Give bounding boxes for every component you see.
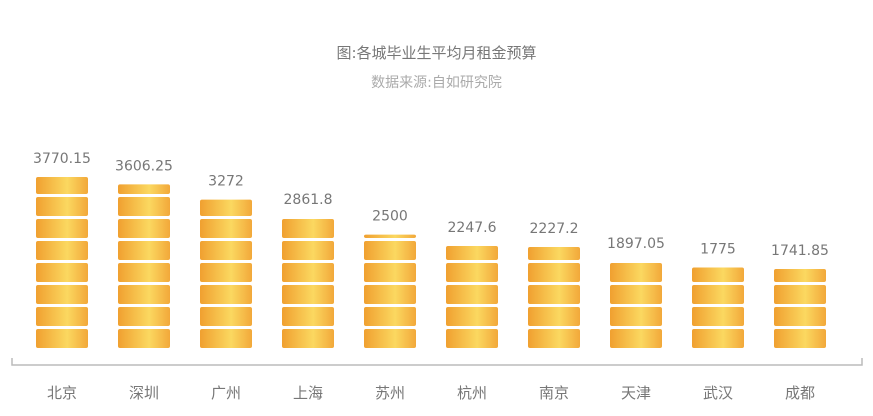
bar-segment (528, 263, 580, 282)
data-label: 2500 (372, 209, 408, 225)
bar-segment (774, 329, 826, 348)
bar-segment (36, 241, 88, 260)
bar-segment (692, 285, 744, 304)
data-label: 2247.6 (448, 220, 497, 236)
bar-segment (200, 241, 252, 260)
bar-segment (774, 285, 826, 304)
bar-segment (610, 329, 662, 348)
x-tick-label: 深圳 (129, 384, 159, 402)
x-axis (11, 358, 863, 366)
bar-segment (774, 268, 826, 282)
bar (446, 246, 498, 348)
bar-segment (610, 263, 662, 282)
bar-segment (282, 307, 334, 326)
bar-segment (446, 329, 498, 348)
bar-segment (282, 263, 334, 282)
bar-segment (282, 285, 334, 304)
bar-segment (282, 241, 334, 260)
chart-title: 图:各城毕业生平均月租金预算 (336, 44, 537, 62)
bar-segment (118, 241, 170, 260)
bar-segment (36, 285, 88, 304)
bar-segment (692, 307, 744, 326)
bar (774, 268, 826, 348)
bar (364, 234, 416, 348)
bar (610, 263, 662, 348)
bar-segment (118, 197, 170, 216)
x-tick-label: 南京 (539, 384, 569, 402)
bar-segment (282, 219, 334, 238)
bar-segment (446, 263, 498, 282)
bar-segment (200, 285, 252, 304)
bar-segment (528, 329, 580, 348)
data-label: 3606.25 (115, 158, 173, 174)
x-tick-label: 武汉 (703, 384, 733, 402)
data-label: 1775 (700, 241, 736, 257)
chart-subtitle: 数据来源:自如研究院 (371, 75, 502, 91)
bar (200, 199, 252, 348)
x-tick-label: 苏州 (375, 384, 405, 402)
bar-segment (446, 285, 498, 304)
bar-segment (528, 285, 580, 304)
bar-segment (200, 307, 252, 326)
data-label: 1741.85 (771, 243, 829, 259)
bar-segment (446, 246, 498, 260)
bar (692, 267, 744, 348)
data-label: 3770.15 (33, 151, 91, 167)
bar-segment (692, 267, 744, 282)
x-tick-label: 成都 (785, 384, 815, 402)
x-tick-label: 北京 (47, 384, 77, 402)
x-tick-label: 天津 (621, 384, 651, 402)
bar-segment (200, 329, 252, 348)
x-tick-label: 上海 (293, 384, 323, 402)
bar-segment (36, 329, 88, 348)
bar-segment (774, 307, 826, 326)
bar (36, 177, 88, 348)
bar-segment (200, 219, 252, 238)
x-tick-label: 广州 (211, 384, 241, 402)
bar-segment (364, 307, 416, 326)
data-label: 3272 (208, 174, 244, 190)
bar-segment (528, 246, 580, 260)
bar-segment (118, 263, 170, 282)
bar-segment (692, 329, 744, 348)
bar-segment (528, 307, 580, 326)
bar (118, 184, 170, 348)
bar-segment (200, 199, 252, 216)
x-tick-label: 杭州 (457, 384, 487, 402)
data-label: 2861.8 (284, 192, 333, 208)
bar-segment (200, 263, 252, 282)
bar-segment (118, 285, 170, 304)
bar-segment (36, 197, 88, 216)
data-label: 2227.2 (530, 221, 579, 237)
bar-segment (364, 241, 416, 260)
bar-segment (446, 307, 498, 326)
bar (528, 246, 580, 348)
bar-segment (36, 263, 88, 282)
bar-segment (36, 219, 88, 238)
bar-segment (36, 177, 88, 194)
bar-segment (118, 307, 170, 326)
bar-segment (364, 285, 416, 304)
bar-segment (118, 329, 170, 348)
bar (282, 219, 334, 348)
bar-segment (364, 234, 416, 238)
bar-segment (610, 285, 662, 304)
bar-segment (282, 329, 334, 348)
bar-segment (364, 263, 416, 282)
bar-segment (118, 184, 170, 194)
bar-segment (36, 307, 88, 326)
bar-segment (364, 329, 416, 348)
bar-segment (610, 307, 662, 326)
bar-segment (118, 219, 170, 238)
data-label: 1897.05 (607, 236, 665, 252)
